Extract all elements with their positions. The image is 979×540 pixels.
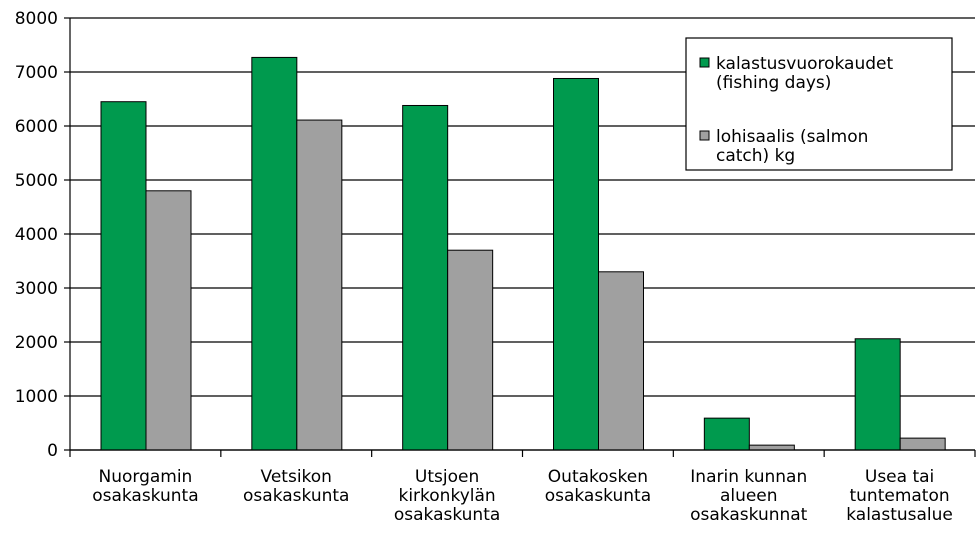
legend-swatch [699,130,710,141]
x-tick-label: Utsjoen kirkonkylän osakaskunta [394,467,500,525]
bar [145,190,192,451]
bar [598,271,644,451]
bar [553,77,599,451]
x-tick-label: Usea tai tuntematon kalastusalue [846,467,953,525]
y-tick-label: 6000 [15,117,58,137]
bar [447,249,494,451]
legend-box [685,37,953,171]
bar [296,119,343,451]
bar [100,101,147,451]
bar [251,56,298,451]
y-tick-label: 0 [47,441,58,461]
x-tick-label: Outakosken osakaskunta [545,467,651,506]
bar [748,444,795,451]
legend: kalastusvuorokaudet (fishing days) lohisaa… [685,37,953,171]
legend-label: lohisaalis (salmon catch) kg [716,127,868,166]
y-tick-label: 3000 [15,279,58,299]
y-tick-label: 2000 [15,333,58,353]
x-tick-label: Nuorgamin osakaskunta [92,467,198,506]
y-tick-label: 1000 [15,387,58,407]
bar [854,338,901,451]
y-tick-label: 7000 [15,63,58,83]
x-tick-label: Inarin kunnan alueen osakaskunnat [690,467,808,525]
y-tick-label: 8000 [15,9,58,29]
bar [703,417,750,451]
legend-label: kalastusvuorokaudet (fishing days) [716,54,893,93]
legend-swatch [699,57,710,68]
bar [402,104,449,451]
bar [899,437,946,451]
y-tick-label: 5000 [15,171,58,191]
y-tick-label: 4000 [15,225,58,245]
x-tick-label: Vetsikon osakaskunta [243,467,349,506]
